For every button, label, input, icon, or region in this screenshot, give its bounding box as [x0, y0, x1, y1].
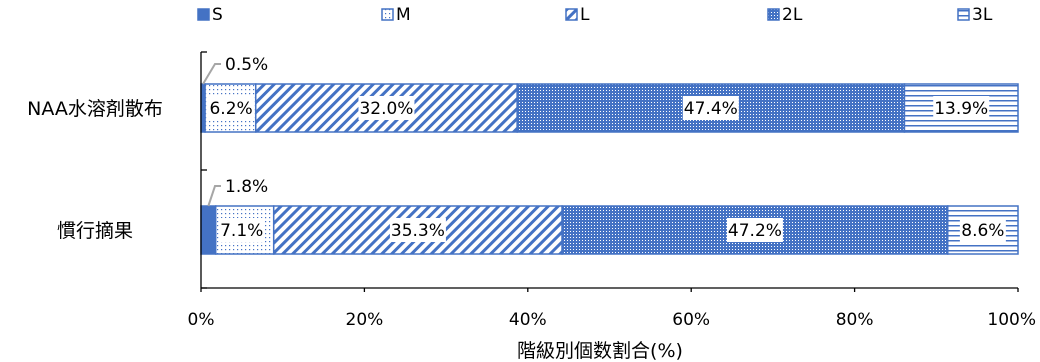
data-label-S-0: 0.5%: [225, 55, 268, 75]
data-labels: 0.5% 6.2% 32.0% 47.4% 13.9% 1.8% 7.1% 35.3% 47.2…: [208, 55, 1006, 242]
legend-swatch-3L: [957, 8, 970, 21]
legend-label-M: M: [396, 5, 411, 25]
legend-label-3L: 3L: [972, 5, 993, 25]
data-label-2L-1: 47.2%: [728, 221, 782, 241]
data-label-bg-L-0: [358, 96, 415, 120]
data-label-3L-0: 13.9%: [934, 99, 988, 119]
axes: [200, 51, 1019, 292]
data-label-M-1: 7.1%: [220, 221, 263, 241]
data-label-bg-3L-0: [933, 96, 990, 120]
data-label-bg-M-0: [208, 96, 255, 120]
data-label-bg-M-1: [218, 218, 265, 242]
data-label-bg-2L-1: [726, 218, 783, 242]
bars: [200, 83, 1019, 255]
x-tick-label-0: 0%: [188, 310, 215, 330]
data-label-bg-L-1: [389, 218, 446, 242]
data-label-L-0: 32.0%: [359, 99, 413, 119]
data-label-S-1: 1.8%: [225, 177, 268, 197]
x-tick-label-5: 100%: [987, 310, 1036, 330]
x-tick-label-3: 60%: [672, 310, 710, 330]
x-tick-label-2: 40%: [509, 310, 547, 330]
data-label-M-0: 6.2%: [209, 99, 252, 119]
data-label-bg-2L-0: [682, 96, 739, 120]
leader-line-0: [202, 63, 221, 85]
x-axis-label: 階級別個数割合(%): [517, 340, 683, 362]
bar-S-1: [200, 205, 217, 255]
data-label-3L-1: 8.6%: [961, 221, 1004, 241]
x-tick-label-1: 20%: [346, 310, 384, 330]
legend: S M L 2L 3L: [197, 5, 993, 25]
x-tick-label-4: 80%: [836, 310, 874, 330]
data-label-2L-0: 47.4%: [684, 99, 738, 119]
category-label-0: NAA水溶剤散布: [27, 98, 163, 120]
category-label-1: 慣行摘果: [57, 220, 133, 242]
x-tick-labels: 0% 20% 40% 60% 80% 100%: [188, 310, 1036, 330]
legend-label-2L: 2L: [782, 5, 803, 25]
data-label-L-1: 35.3%: [391, 221, 445, 241]
legend-label-L: L: [580, 5, 590, 25]
bar-L-0: [254, 83, 518, 133]
data-label-bg-3L-1: [959, 218, 1006, 242]
leader-lines: [202, 63, 221, 207]
legend-swatch-2L: [767, 8, 780, 21]
legend-label-S: S: [212, 5, 223, 25]
legend-swatch-L: [565, 8, 578, 21]
leader-line-1: [207, 185, 221, 207]
legend-swatch-M: [381, 8, 394, 21]
legend-swatch-S: [197, 8, 210, 21]
